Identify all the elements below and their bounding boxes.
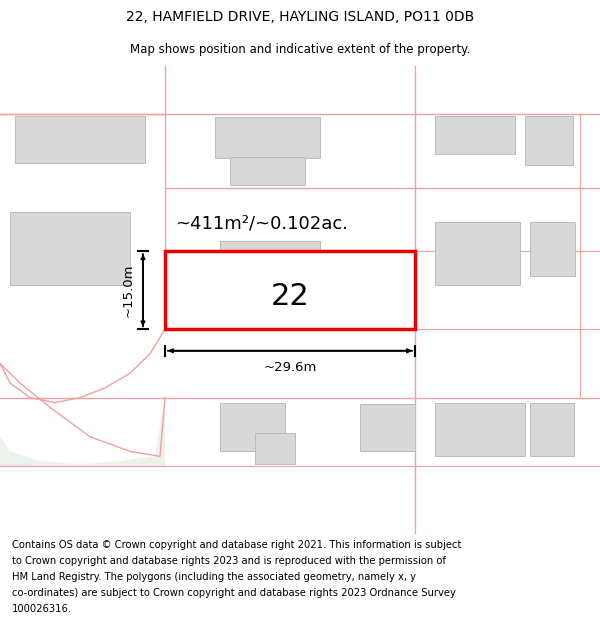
Bar — [220, 241, 320, 305]
Polygon shape — [0, 398, 165, 466]
Text: ~15.0m: ~15.0m — [122, 264, 135, 317]
Text: 22: 22 — [271, 282, 310, 311]
Text: ~29.6m: ~29.6m — [263, 361, 317, 374]
Bar — [525, 116, 573, 165]
Text: ~411m²/~0.102ac.: ~411m²/~0.102ac. — [175, 215, 348, 233]
Text: to Crown copyright and database rights 2023 and is reproduced with the permissio: to Crown copyright and database rights 2… — [12, 556, 446, 566]
Bar — [15, 116, 145, 163]
Text: co-ordinates) are subject to Crown copyright and database rights 2023 Ordnance S: co-ordinates) are subject to Crown copyr… — [12, 588, 456, 598]
Text: 22, HAMFIELD DRIVE, HAYLING ISLAND, PO11 0DB: 22, HAMFIELD DRIVE, HAYLING ISLAND, PO11… — [126, 10, 474, 24]
Bar — [435, 402, 525, 456]
Bar — [255, 432, 295, 464]
Bar — [360, 404, 415, 451]
Bar — [215, 118, 320, 158]
Bar — [165, 251, 415, 329]
Bar — [220, 241, 320, 305]
Text: HM Land Registry. The polygons (including the associated geometry, namely x, y: HM Land Registry. The polygons (includin… — [12, 572, 416, 582]
Bar — [435, 222, 520, 286]
Bar — [530, 222, 575, 276]
Bar — [10, 212, 130, 286]
Bar — [220, 402, 285, 451]
Text: 100026316.: 100026316. — [12, 604, 72, 614]
Bar — [530, 402, 574, 456]
Bar — [435, 116, 515, 154]
Text: Map shows position and indicative extent of the property.: Map shows position and indicative extent… — [130, 44, 470, 56]
Bar — [230, 158, 305, 185]
Text: Contains OS data © Crown copyright and database right 2021. This information is : Contains OS data © Crown copyright and d… — [12, 540, 461, 550]
